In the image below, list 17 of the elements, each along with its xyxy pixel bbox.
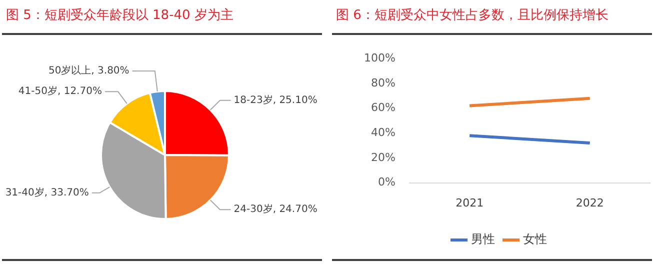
y-tick-label: 0%	[378, 176, 396, 189]
x-tick-label: 2021	[456, 196, 484, 210]
y-tick-label: 60%	[370, 101, 396, 114]
slice-label: 24-30岁, 24.70%	[234, 203, 318, 216]
y-tick-label: 40%	[370, 126, 396, 139]
slice-label: 18-23岁, 25.10%	[234, 94, 318, 106]
y-tick-label: 100%	[364, 51, 396, 64]
slice-label: 41-50岁, 12.70%	[18, 85, 102, 98]
legend-label: 女性	[523, 232, 547, 246]
legend-label: 男性	[471, 232, 495, 246]
y-tick-label: 80%	[370, 76, 396, 90]
chart-title: 图 5：短剧受众年龄段以 18-40 岁为主	[6, 7, 234, 24]
x-tick-label: 2022	[576, 196, 604, 210]
y-tick-label: 20%	[370, 150, 396, 164]
slice-label: 31-40岁, 33.70%	[5, 186, 89, 198]
chart-title: 图 6：短剧受众中女性占多数，且比例保持增长	[336, 7, 608, 24]
slice-label: 50岁以上, 3.80%	[48, 64, 130, 77]
